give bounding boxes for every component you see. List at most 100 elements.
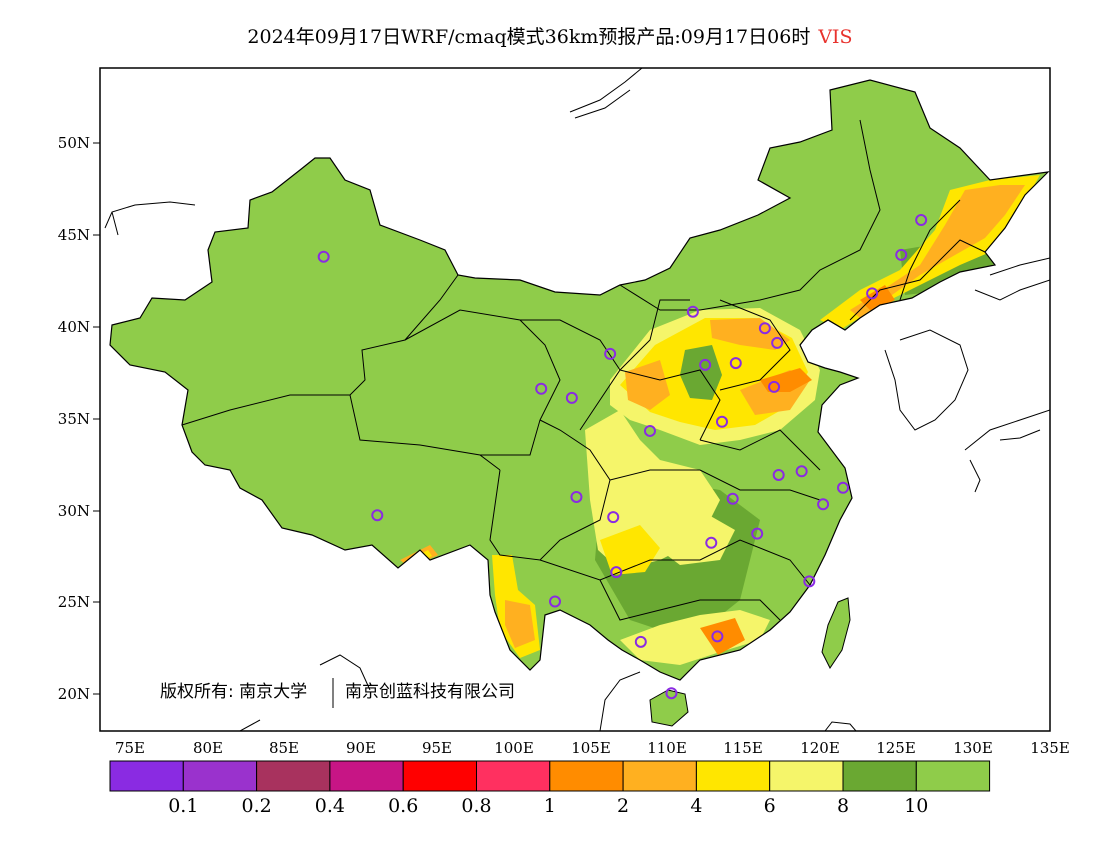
lat-label: 25N xyxy=(58,593,90,611)
station-marker xyxy=(604,347,617,360)
lon-label: 135E xyxy=(1030,739,1070,757)
station-marker xyxy=(866,287,879,300)
border-central-3 xyxy=(609,469,821,501)
russia-coast xyxy=(974,257,1050,301)
colorbar-label: 0.2 xyxy=(241,795,271,817)
lat-label: 50N xyxy=(58,134,90,152)
station-marker xyxy=(570,490,583,503)
lon-label: 120E xyxy=(800,739,840,757)
taiwan-outline xyxy=(821,597,851,669)
border-hebei xyxy=(719,299,791,391)
station-marker xyxy=(711,630,724,643)
colorbar-swatch xyxy=(329,760,404,792)
border-tibet-qinghai xyxy=(349,394,501,471)
colorbar-label: 0.4 xyxy=(315,795,345,817)
border-xinjiang xyxy=(181,274,459,426)
ncp-orange-1 xyxy=(625,360,670,410)
station-marker xyxy=(549,595,562,608)
station-marker xyxy=(837,481,850,494)
colorbar-swatch xyxy=(915,760,991,792)
colorbar-label: 8 xyxy=(837,795,849,817)
station-marker xyxy=(726,492,739,505)
station-marker xyxy=(699,358,712,371)
lat-label: 45N xyxy=(58,226,90,244)
station-marker xyxy=(665,687,678,700)
colorbar-swatch xyxy=(842,760,917,792)
map-title: 2024年09月17日WRF/cmaq模式36km预报产品:09月17日06时 V… xyxy=(0,22,1100,49)
copyright-owner-1: 版权所有: 南京大学 xyxy=(160,682,307,702)
title-text: 2024年09月17日WRF/cmaq模式36km预报产品:09月17日06时 xyxy=(247,26,811,48)
lon-label: 75E xyxy=(115,739,145,757)
station-marker xyxy=(607,511,620,524)
colorbar-swatch xyxy=(769,760,844,792)
colorbar-swatch xyxy=(476,760,551,792)
colorbar-label: 0.6 xyxy=(388,795,418,817)
hunan-yellow xyxy=(660,510,735,565)
station-marker xyxy=(771,336,784,349)
japan-coast xyxy=(964,409,1050,493)
border-south-2 xyxy=(599,579,781,621)
copyright-note: 版权所有: 南京大学 南京创蓝科技有限公司 xyxy=(160,678,515,708)
map-content xyxy=(104,68,1050,731)
border-qinghai-east xyxy=(404,309,561,456)
station-marker xyxy=(715,415,728,428)
lon-label: 80E xyxy=(193,739,223,757)
variable-name: VIS xyxy=(818,26,853,48)
lat-label: 40N xyxy=(58,318,90,336)
lat-label: 30N xyxy=(58,502,90,520)
lon-label: 90E xyxy=(346,739,376,757)
station-marker xyxy=(535,382,548,395)
visibility-shading xyxy=(400,175,1040,665)
philippines-coast xyxy=(824,721,857,731)
border-gansu xyxy=(520,319,621,431)
station-marker xyxy=(565,391,578,404)
station-marker xyxy=(371,509,384,522)
colorbar-swatch xyxy=(549,760,624,792)
ne-dark-orange-patch xyxy=(860,285,895,312)
colorbar-swatch xyxy=(695,760,771,792)
province-borders xyxy=(181,119,986,621)
longitude-axis: 75E 80E 85E 90E 95E 100E 105E 110E 115E … xyxy=(115,739,1070,757)
lon-label: 125E xyxy=(876,739,916,757)
colorbar-label: 2 xyxy=(617,795,629,817)
copyright-owner-2: 南京创蓝科技有限公司 xyxy=(345,682,515,702)
border-central-1 xyxy=(619,369,721,441)
station-marker xyxy=(915,214,928,227)
lon-label: 130E xyxy=(953,739,993,757)
taiwan-island xyxy=(822,598,850,668)
border-central-2 xyxy=(699,429,821,471)
colorbar-label: 10 xyxy=(904,795,928,817)
border-northeast-2 xyxy=(899,199,961,301)
lon-label: 115E xyxy=(723,739,763,757)
station-marker xyxy=(817,498,830,511)
monitoring-stations xyxy=(317,214,928,700)
colorbar-legend: 0.1 0.2 0.4 0.6 0.8 1 2 4 6 8 10 xyxy=(109,760,991,817)
colorbar-label: 1 xyxy=(544,795,556,817)
colorbar-swatch xyxy=(622,760,697,792)
ne-orange-band xyxy=(850,185,1025,318)
station-marker xyxy=(751,527,764,540)
station-marker xyxy=(772,468,785,481)
station-marker xyxy=(758,322,771,335)
colorbar-swatch xyxy=(402,760,478,792)
map-frame-border xyxy=(99,67,1051,732)
station-marker xyxy=(729,357,742,370)
border-inner-mongolia xyxy=(619,119,881,311)
indochina-coast xyxy=(239,654,641,731)
lon-label: 85E xyxy=(269,739,299,757)
hainan-island xyxy=(650,690,688,726)
ncp-dark-orange xyxy=(760,368,812,392)
lon-label: 100E xyxy=(494,739,534,757)
colorbar-swatch xyxy=(256,760,331,792)
border-sichuan xyxy=(489,419,611,561)
latitude-axis: 50N 45N 40N 35N 30N 25N 20N xyxy=(58,134,100,703)
station-marker xyxy=(768,380,781,393)
korea-coast xyxy=(884,329,969,431)
station-marker xyxy=(317,250,330,263)
station-marker xyxy=(610,566,623,579)
china-landmass xyxy=(110,80,1048,680)
neighbor-coastlines xyxy=(104,68,1050,731)
lat-label: 20N xyxy=(58,685,90,703)
colorbar-label: 0.8 xyxy=(461,795,491,817)
